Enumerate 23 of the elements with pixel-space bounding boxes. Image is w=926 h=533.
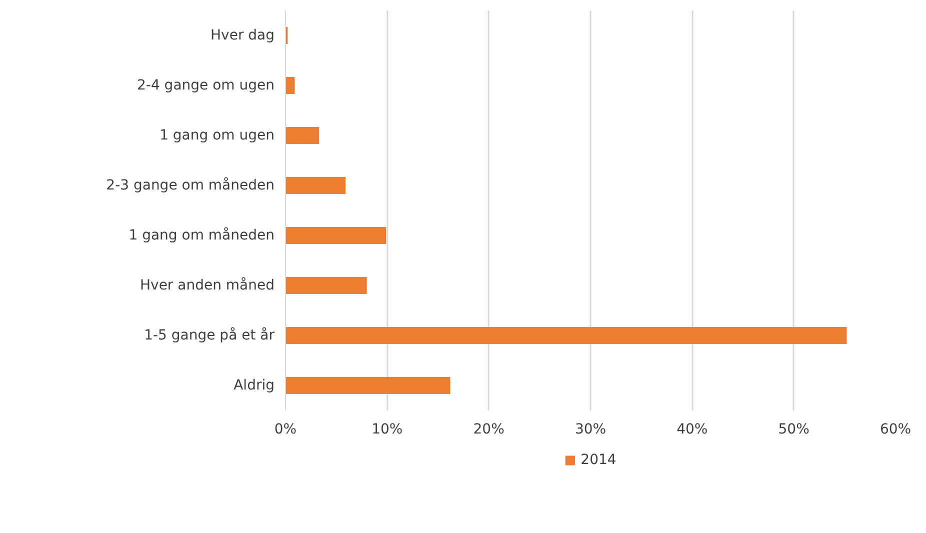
bar — [286, 77, 295, 94]
bar — [286, 277, 367, 294]
y-tick-label: 1 gang om ugen — [160, 128, 275, 144]
x-tick-label: 60% — [880, 422, 912, 438]
y-tick-label: 2-4 gange om ugen — [136, 78, 275, 94]
x-tick-label: 0% — [274, 422, 297, 438]
bar — [286, 227, 386, 244]
y-tick-label: Hver anden måned — [140, 276, 275, 294]
y-tick-label: Hver dag — [210, 28, 274, 44]
y-tick-label: 1-5 gange på et år — [144, 326, 275, 344]
x-tick-label: 20% — [473, 422, 504, 438]
y-tick-label: 1 gang om måneden — [128, 226, 275, 244]
bar — [286, 127, 320, 144]
bar — [286, 177, 346, 194]
y-tick-label: 2-3 gange om måneden — [106, 176, 275, 194]
x-tick-label: 30% — [574, 422, 606, 438]
bar — [286, 327, 847, 344]
bar — [286, 377, 450, 394]
x-tick-label: 50% — [778, 422, 810, 438]
x-tick-label: 40% — [676, 422, 708, 438]
y-tick-label: Aldrig — [234, 378, 275, 394]
legend-label: 2014 — [580, 452, 616, 468]
x-tick-label: 10% — [372, 422, 403, 438]
